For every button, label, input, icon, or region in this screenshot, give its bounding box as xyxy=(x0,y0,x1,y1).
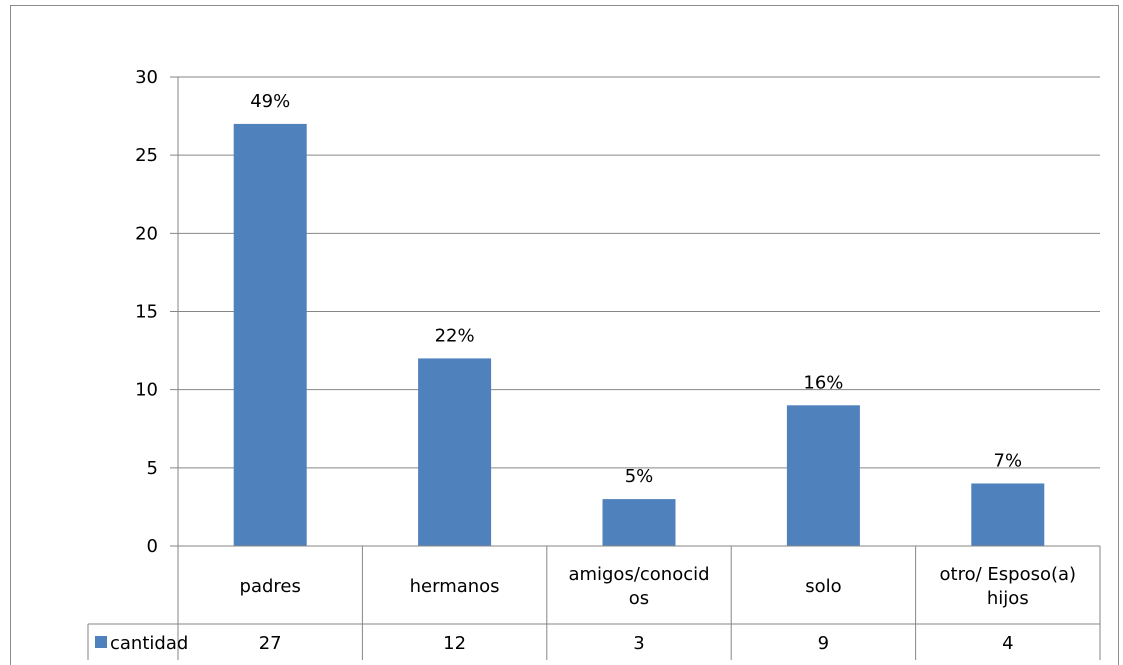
table-value: 3 xyxy=(633,633,644,654)
data-label: 22% xyxy=(435,325,475,346)
bar xyxy=(233,123,307,547)
y-axis-ticks: 0 5 10 15 20 25 30 xyxy=(135,67,158,557)
category-label: amigos/conocid xyxy=(568,564,709,585)
data-label: 5% xyxy=(625,466,654,487)
table-value: 27 xyxy=(259,633,282,654)
y-tick-label: 0 xyxy=(147,536,158,557)
bars xyxy=(233,123,1045,547)
legend-swatch xyxy=(95,636,107,648)
category-label: solo xyxy=(805,576,841,597)
category-label: hijos xyxy=(987,588,1029,609)
bar xyxy=(971,483,1045,546)
data-labels: 49% 22% 5% 16% 7% xyxy=(250,91,1022,487)
category-label: hermanos xyxy=(410,576,500,597)
chart-frame xyxy=(10,5,1119,665)
y-tick-label: 30 xyxy=(135,67,158,88)
y-tick-label: 5 xyxy=(147,458,158,479)
data-label: 16% xyxy=(803,372,843,393)
y-tick-label: 25 xyxy=(135,145,158,166)
category-label: padres xyxy=(240,576,301,597)
table-value: 4 xyxy=(1002,633,1013,654)
y-tick-label: 20 xyxy=(135,223,158,244)
bar xyxy=(786,405,860,546)
legend-label: cantidad xyxy=(110,633,188,654)
data-label: 49% xyxy=(250,91,290,112)
table-value: 12 xyxy=(443,633,466,654)
table-value: 9 xyxy=(818,633,829,654)
category-label: os xyxy=(629,588,649,609)
y-tick-label: 15 xyxy=(135,302,158,323)
data-table: padres hermanos amigos/conocid os solo otro/ … xyxy=(87,545,1101,660)
bar xyxy=(418,358,492,546)
y-tick-label: 10 xyxy=(135,380,158,401)
category-label: otro/ Esposo(a) xyxy=(940,564,1077,585)
data-label: 7% xyxy=(994,450,1023,471)
bar xyxy=(602,499,676,546)
